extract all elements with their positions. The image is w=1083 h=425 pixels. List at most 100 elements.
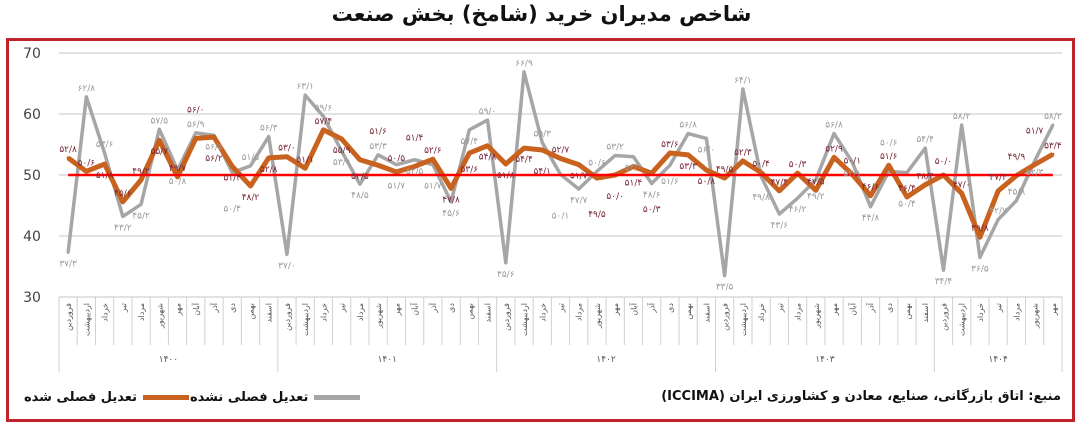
unadjusted-point	[84, 95, 88, 99]
adjusted-point	[887, 163, 891, 167]
unadjusted-data-label: ۶۳/۱	[296, 82, 314, 92]
x-tick-label: فروردین	[939, 303, 948, 331]
adjusted-data-label: ۳۹/۸	[971, 224, 989, 234]
unadjusted-data-label: ۵۸/۲	[953, 112, 971, 122]
adjusted-point	[595, 176, 599, 180]
adjusted-point	[723, 176, 727, 180]
adjusted-data-label: ۵۷/۴	[315, 117, 333, 127]
unadjusted-data-label: ۵۲/۵	[406, 167, 424, 177]
adjusted-data-label: ۵۰/۰	[935, 157, 953, 167]
adjusted-point	[905, 195, 909, 199]
adjusted-data-label: ۵۲/۳	[734, 148, 752, 158]
unadjusted-data-label: ۵۲/۳	[1026, 168, 1044, 178]
unadjusted-data-label: ۵۷/۴	[461, 137, 479, 147]
x-tick-label: دی	[447, 303, 456, 313]
adjusted-point	[431, 157, 435, 161]
unadjusted-point	[869, 205, 873, 209]
unadjusted-point	[704, 136, 708, 140]
adjusted-point	[704, 168, 708, 172]
legend-unadjusted[interactable]: تعدیل فصلی نشده	[190, 390, 361, 405]
adjusted-data-label: ۴۷/۴	[771, 178, 789, 188]
year-label: ۱۴۰۴	[989, 355, 1009, 365]
x-tick-label: فروردین	[502, 303, 511, 331]
unadjusted-point	[741, 87, 745, 91]
unadjusted-data-label: ۵۷/۵	[151, 116, 169, 126]
unadjusted-point	[139, 202, 143, 206]
x-tick-label: مرداد	[137, 303, 146, 321]
x-tick-label: دی	[228, 303, 237, 313]
unadjusted-point	[522, 70, 526, 74]
adjusted-data-label: ۴۹/۲	[132, 167, 150, 177]
adjusted-point	[358, 158, 362, 162]
adjusted-data-label: ۵۱/۶	[880, 152, 898, 162]
x-tick-label: شهریور	[812, 303, 821, 329]
adjusted-point	[1051, 152, 1055, 156]
x-tick-label: خرداد	[538, 303, 547, 322]
adjusted-point	[486, 144, 490, 148]
adjusted-point	[321, 128, 325, 132]
adjusted-point	[504, 162, 508, 166]
adjusted-point	[139, 178, 143, 182]
adjusted-data-label: ۵۵/۷	[151, 147, 169, 157]
unadjusted-data-label: ۴۵/۸	[1008, 188, 1026, 198]
x-tick-label: مهر	[392, 303, 401, 316]
adjusted-data-label: ۵۱/۴	[406, 133, 424, 143]
y-tick-label: 70	[23, 46, 41, 62]
adjusted-data-label: ۵۳/۰	[278, 144, 296, 154]
x-tick-label: بهمن	[684, 303, 693, 320]
adjusted-point	[121, 200, 125, 204]
unadjusted-data-label: ۴۹/۸	[752, 193, 770, 203]
adjusted-data-label: ۵۱/۴	[223, 173, 241, 183]
y-tick-label: 40	[23, 229, 41, 245]
adjusted-point	[340, 137, 344, 141]
adjusted-data-label: ۵۴/۴	[515, 155, 533, 165]
unadjusted-point	[978, 255, 982, 259]
unadjusted-data-label: ۵۱/۵	[242, 153, 260, 163]
unadjusted-point	[668, 163, 672, 167]
x-tick-label: تیر	[338, 303, 347, 313]
unadjusted-data-label: ۳۷/۳	[59, 259, 77, 269]
x-tick-label: تیر	[557, 303, 566, 313]
adjusted-data-label: ۵۱/۴	[625, 178, 643, 188]
x-tick-label: آبان	[628, 302, 638, 316]
adjusted-point	[84, 169, 88, 173]
adjusted-data-label: ۵۳/۶	[661, 140, 679, 150]
unadjusted-point	[595, 169, 599, 173]
adjusted-data-label: ۴۸/۴	[916, 172, 934, 182]
adjusted-data-label: ۵۲/۷	[552, 146, 570, 156]
unadjusted-data-label: ۵۱/۷	[424, 182, 442, 192]
unadjusted-point	[796, 196, 800, 200]
unadjusted-data-label: ۵۲/۱	[844, 169, 862, 179]
unadjusted-point	[631, 155, 635, 159]
adjusted-data-label: ۵۰/۳	[643, 205, 661, 215]
y-tick-label: 50	[23, 168, 41, 184]
unadjusted-point	[905, 171, 909, 175]
adjusted-data-label: ۵۲/۶	[424, 146, 442, 156]
unadjusted-point	[121, 214, 125, 218]
unadjusted-data-label: ۴۲/۷	[989, 207, 1007, 217]
chart-frame	[6, 38, 1075, 422]
adjusted-point	[869, 194, 873, 198]
unadjusted-point	[832, 132, 836, 136]
adjusted-point	[212, 135, 216, 139]
unadjusted-data-label: ۳۵/۶	[497, 270, 515, 280]
adjusted-data-label: ۴۹/۵	[588, 210, 606, 220]
unadjusted-data-label: ۵۳/۶	[96, 140, 114, 150]
legend-adjusted[interactable]: تعدیل فصلی شده	[24, 390, 190, 405]
adjusted-data-label: ۵۶/۰	[187, 105, 205, 115]
adjusted-point	[741, 159, 745, 163]
unadjusted-point	[303, 93, 307, 97]
x-tick-label: اردیبهشت	[82, 303, 91, 336]
unadjusted-point	[66, 250, 70, 254]
adjusted-data-label: ۵۵/۹	[333, 146, 351, 156]
unadjusted-point	[941, 268, 945, 272]
unadjusted-data-label: ۴۶/۲	[789, 205, 807, 215]
unadjusted-data-label: ۵۰/۱	[552, 211, 570, 221]
adjusted-data-label: ۵۰/۰	[606, 192, 624, 202]
unadjusted-point	[723, 274, 727, 278]
unadjusted-data-label: ۳۴/۴	[935, 277, 953, 287]
adjusted-data-label: ۴۷/۰	[953, 180, 971, 190]
adjusted-point	[540, 148, 544, 152]
unadjusted-point	[267, 135, 271, 139]
x-tick-label: اسفند	[702, 303, 711, 323]
